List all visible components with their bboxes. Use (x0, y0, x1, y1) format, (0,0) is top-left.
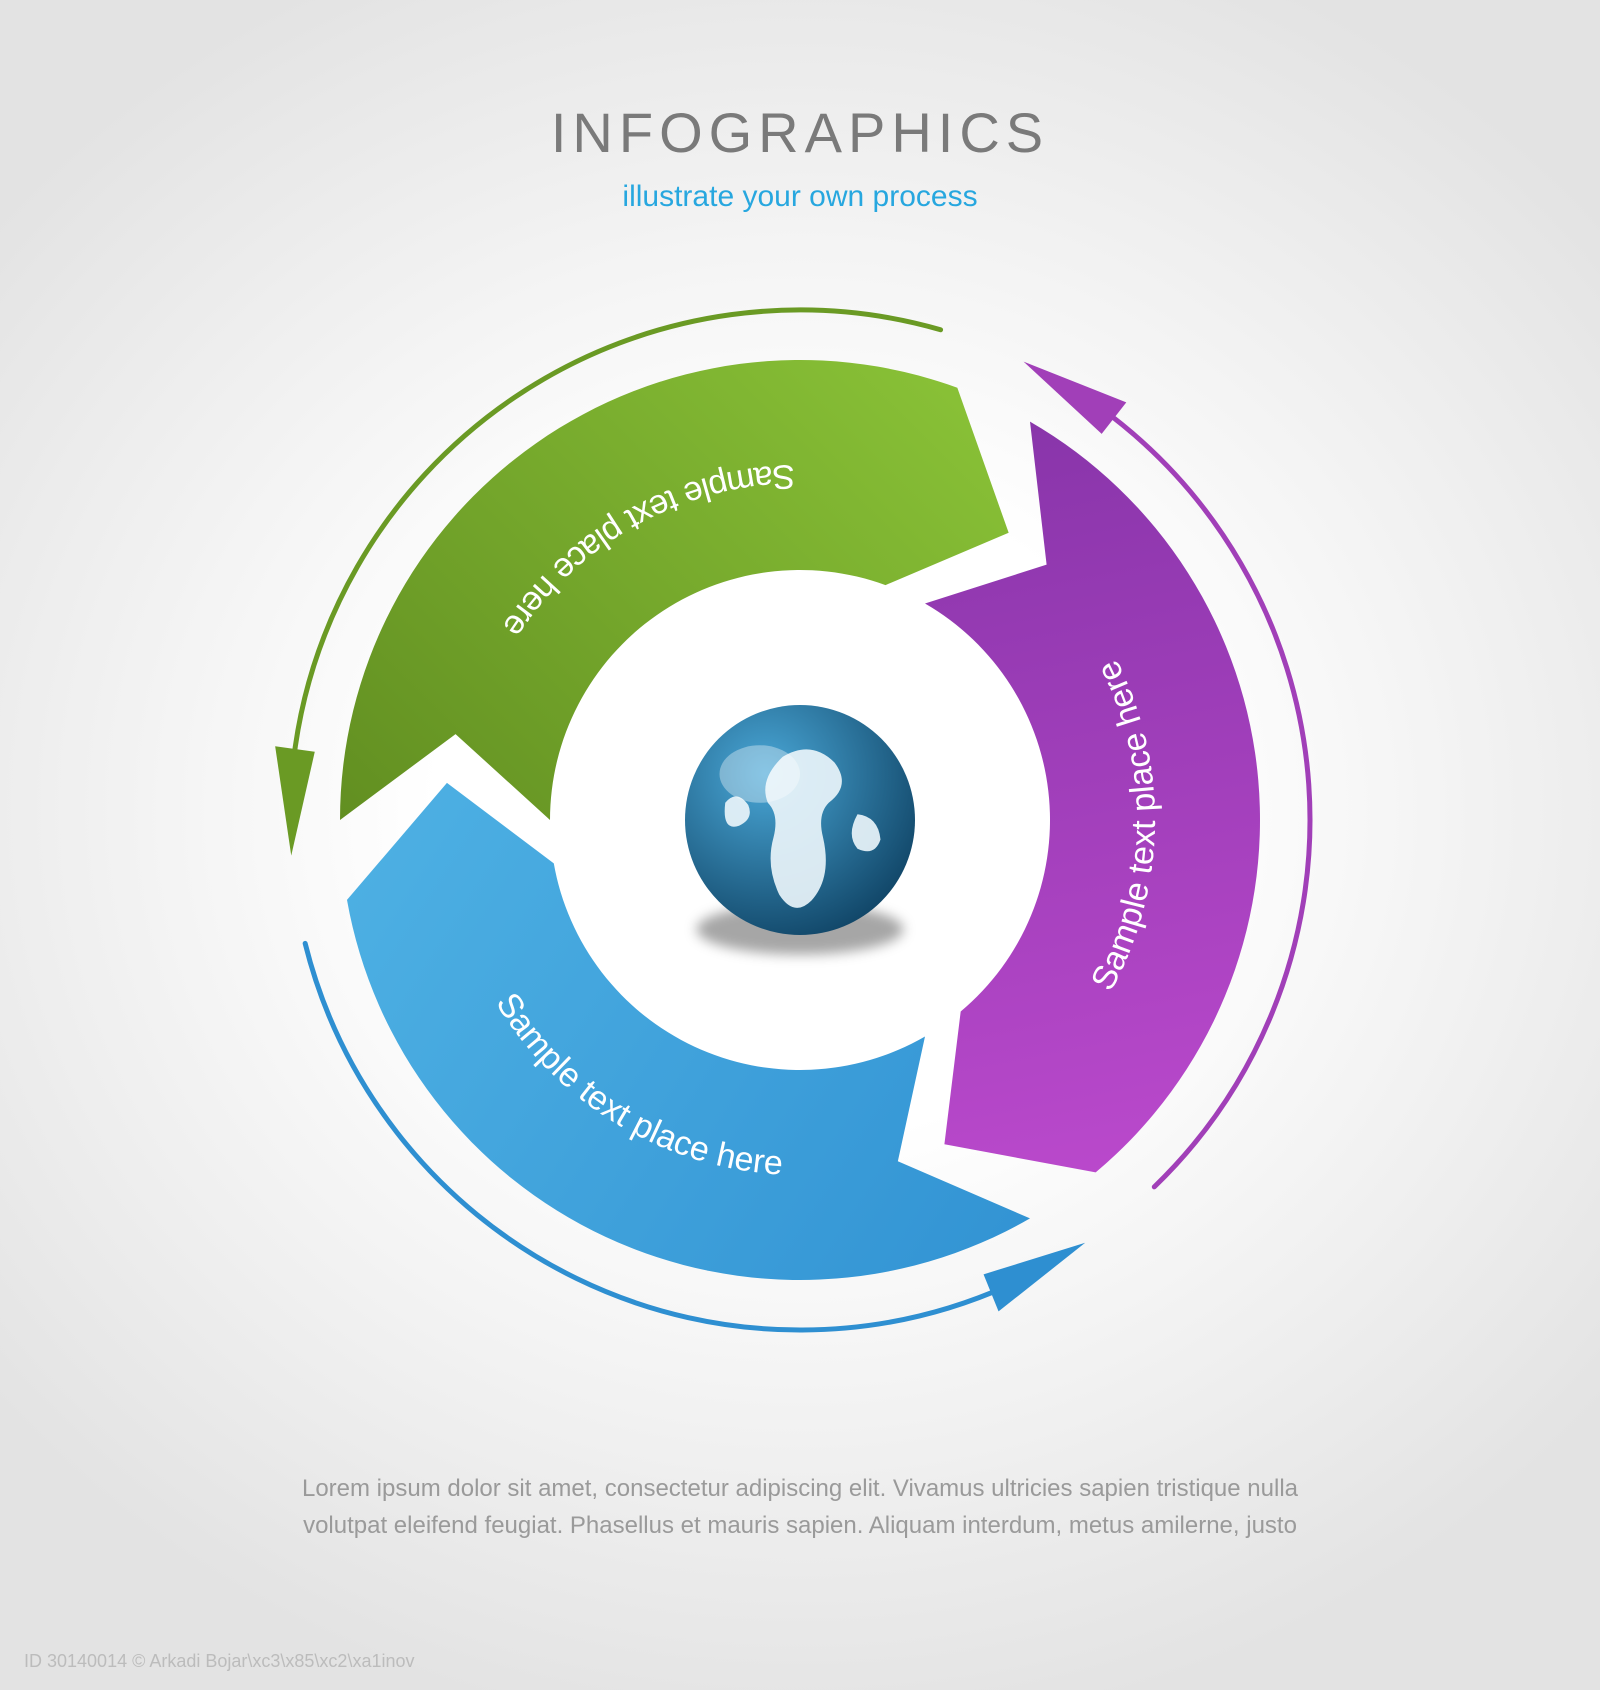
segment-green (340, 360, 1009, 820)
outer-arrowhead-green (275, 746, 315, 855)
segment-blue (347, 783, 1030, 1280)
page-subtitle: illustrate your own process (0, 180, 1600, 214)
outer-arrowhead-blue (984, 1243, 1086, 1312)
globe-icon (685, 705, 915, 955)
attribution-text: ID 30140014 © Arkadi Bojar\xc3\x85\xc2\x… (24, 1651, 415, 1672)
footer-text: Lorem ipsum dolor sit amet, consectetur … (280, 1470, 1320, 1544)
infographic-canvas: INFOGRAPHICS illustrate your own process… (0, 0, 1600, 1690)
outer-arrowhead-purple (1024, 362, 1127, 434)
page-title: INFOGRAPHICS (0, 100, 1600, 165)
circular-arrow-diagram: Sample text place hereSample text place … (250, 270, 1350, 1370)
